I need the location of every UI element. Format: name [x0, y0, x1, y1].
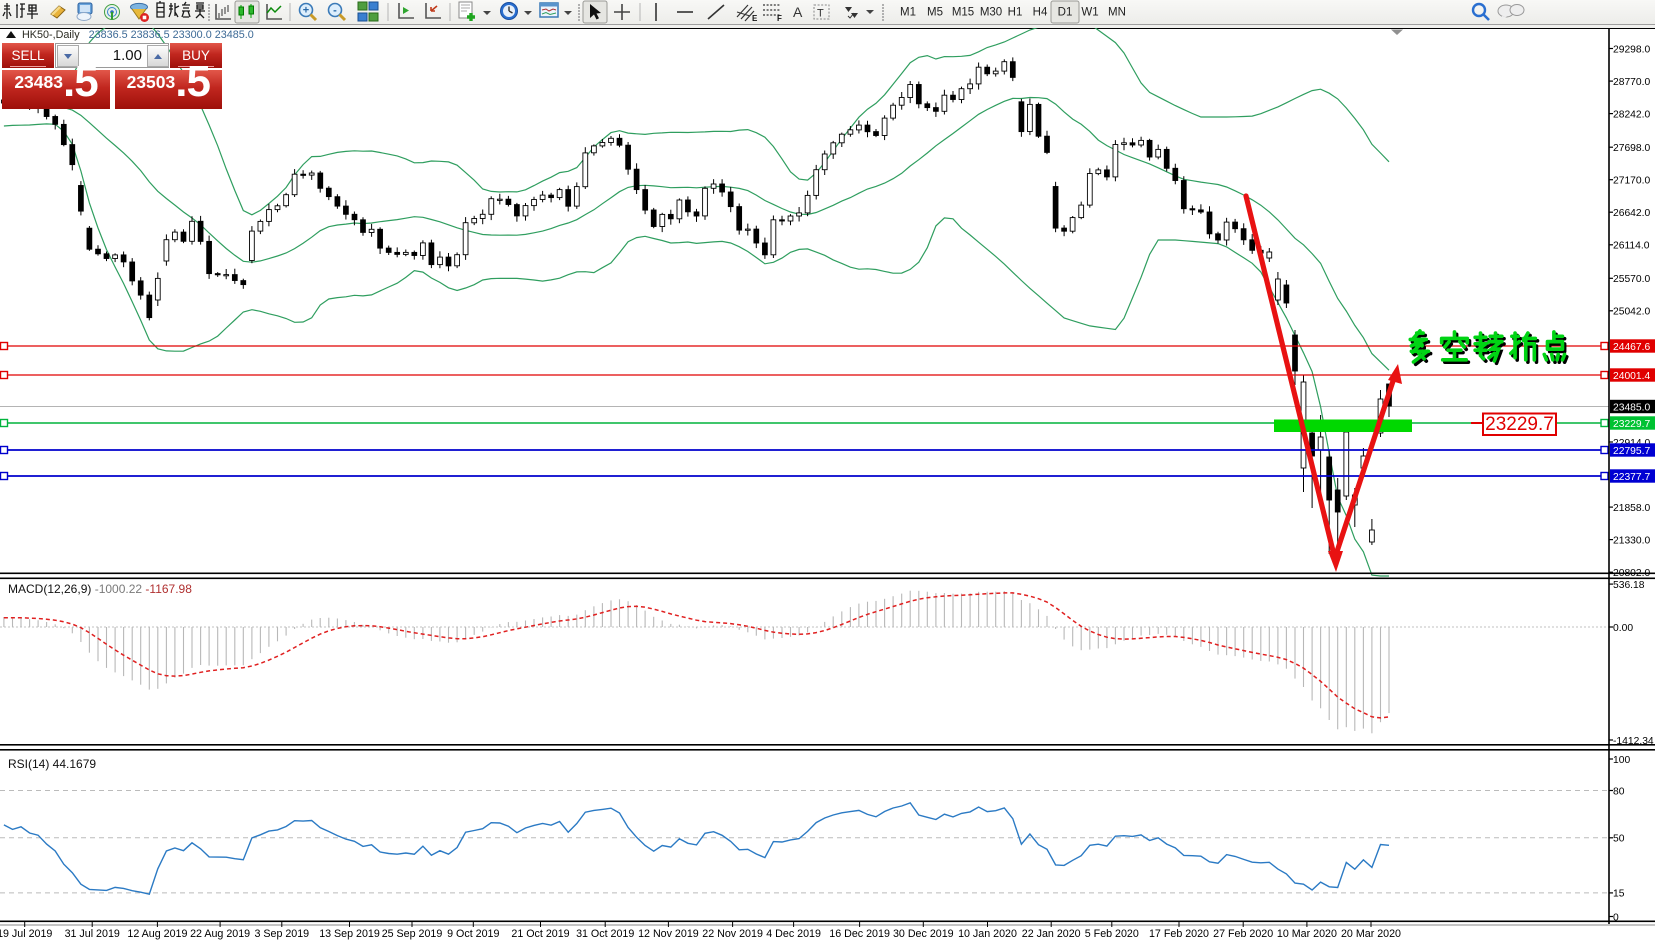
- svg-text:23229.7: 23229.7: [1485, 414, 1554, 435]
- svg-text:25042.0: 25042.0: [1613, 307, 1650, 318]
- svg-text:D1: D1: [1058, 7, 1073, 19]
- svg-text:A: A: [793, 4, 803, 20]
- svg-text:22795.7: 22795.7: [1613, 446, 1650, 457]
- svg-text:20802.0: 20802.0: [1613, 568, 1650, 579]
- svg-text:H1: H1: [1008, 7, 1023, 19]
- svg-text:26114.0: 26114.0: [1613, 241, 1650, 252]
- svg-text:0: 0: [1613, 912, 1619, 923]
- svg-text:28242.0: 28242.0: [1613, 109, 1650, 120]
- svg-text:30 Dec 2019: 30 Dec 2019: [893, 928, 954, 940]
- svg-text:10 Mar 2020: 10 Mar 2020: [1277, 928, 1337, 940]
- svg-text:M1: M1: [900, 7, 916, 19]
- svg-text:22 Jan 2020: 22 Jan 2020: [1022, 928, 1081, 940]
- svg-text:12 Aug 2019: 12 Aug 2019: [127, 928, 187, 940]
- svg-text:17 Feb 2020: 17 Feb 2020: [1149, 928, 1209, 940]
- svg-text:T: T: [817, 8, 824, 20]
- svg-text:M30: M30: [980, 7, 1002, 19]
- svg-text:9 Oct 2019: 9 Oct 2019: [447, 928, 499, 940]
- svg-text:W1: W1: [1081, 7, 1098, 19]
- svg-text:22 Nov 2019: 22 Nov 2019: [702, 928, 763, 940]
- svg-text:23485.0: 23485.0: [1613, 403, 1650, 414]
- svg-text:21858.0: 21858.0: [1613, 503, 1650, 514]
- svg-text:27170.0: 27170.0: [1613, 176, 1650, 187]
- svg-text:10 Jan 2020: 10 Jan 2020: [958, 928, 1017, 940]
- svg-text:50: 50: [1613, 834, 1625, 845]
- svg-text:100: 100: [1613, 755, 1630, 766]
- svg-text:+: +: [303, 5, 309, 17]
- svg-text:80: 80: [1613, 786, 1625, 797]
- svg-text:31 Jul 2019: 31 Jul 2019: [65, 928, 120, 940]
- svg-text:0.00: 0.00: [1613, 623, 1633, 634]
- svg-text:M5: M5: [927, 7, 943, 19]
- svg-text:25 Sep 2019: 25 Sep 2019: [382, 928, 443, 940]
- svg-text:-: -: [333, 5, 337, 17]
- svg-text:H4: H4: [1033, 7, 1048, 19]
- svg-text:M15: M15: [952, 7, 974, 19]
- svg-text:29298.0: 29298.0: [1613, 44, 1650, 55]
- svg-text:15: 15: [1613, 889, 1625, 900]
- svg-text:27698.0: 27698.0: [1613, 143, 1650, 154]
- svg-text:31 Oct 2019: 31 Oct 2019: [576, 928, 634, 940]
- svg-text:27 Feb 2020: 27 Feb 2020: [1213, 928, 1273, 940]
- svg-text:4 Dec 2019: 4 Dec 2019: [766, 928, 821, 940]
- svg-text:3 Sep 2019: 3 Sep 2019: [254, 928, 309, 940]
- svg-text:16 Dec 2019: 16 Dec 2019: [829, 928, 890, 940]
- svg-text:20 Mar 2020: 20 Mar 2020: [1341, 928, 1401, 940]
- svg-text:25570.0: 25570.0: [1613, 274, 1650, 285]
- svg-text:RSI(14) 44.1679: RSI(14) 44.1679: [8, 757, 96, 771]
- svg-text:5 Feb 2020: 5 Feb 2020: [1085, 928, 1139, 940]
- svg-text:21 Oct 2019: 21 Oct 2019: [511, 928, 569, 940]
- svg-text:22377.7: 22377.7: [1613, 472, 1650, 483]
- svg-text:MACD(12,26,9) -1000.22 -1167.9: MACD(12,26,9) -1000.22 -1167.98: [8, 582, 192, 596]
- svg-text:536.18: 536.18: [1613, 580, 1645, 591]
- svg-text:12 Nov 2019: 12 Nov 2019: [638, 928, 699, 940]
- svg-text:23229.7: 23229.7: [1613, 419, 1650, 430]
- svg-text:21330.0: 21330.0: [1613, 535, 1650, 546]
- svg-text:22 Aug 2019: 22 Aug 2019: [190, 928, 250, 940]
- svg-text:24001.4: 24001.4: [1613, 371, 1650, 382]
- svg-text:24467.6: 24467.6: [1613, 342, 1650, 353]
- svg-text:-1412.34: -1412.34: [1613, 736, 1654, 747]
- svg-text:F: F: [777, 14, 782, 23]
- svg-text:E: E: [752, 14, 758, 23]
- svg-text:28770.0: 28770.0: [1613, 77, 1650, 88]
- svg-text:19 Jul 2019: 19 Jul 2019: [0, 928, 52, 940]
- svg-text:26642.0: 26642.0: [1613, 208, 1650, 219]
- svg-text:13 Sep 2019: 13 Sep 2019: [319, 928, 380, 940]
- svg-text:MN: MN: [1108, 7, 1126, 19]
